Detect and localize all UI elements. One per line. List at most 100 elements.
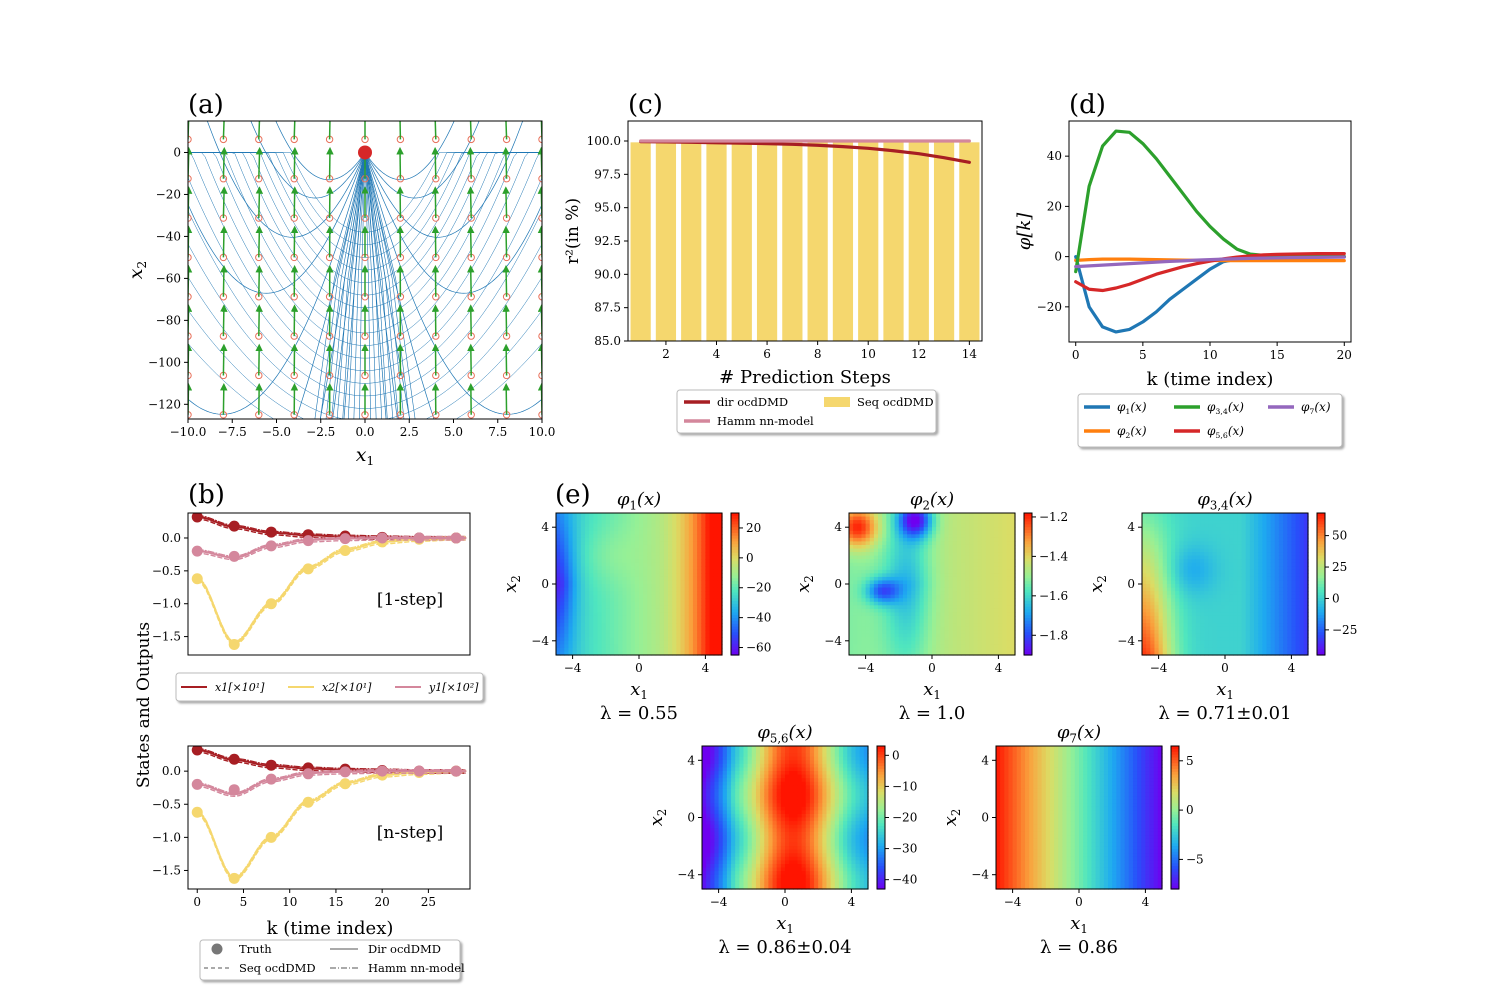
heatmap-cell [1002, 605, 1008, 610]
heatmap-cell [630, 594, 636, 599]
heatmap-cell [973, 623, 979, 628]
heatmap-cell [1171, 587, 1176, 592]
heatmap-cell [961, 584, 966, 589]
colorbar-cell [1024, 572, 1032, 577]
heatmap-cell [1154, 513, 1160, 518]
heatmap-cell [1200, 626, 1205, 631]
heatmap-cell [965, 537, 970, 542]
truth-marker [376, 532, 388, 544]
heatmap-cell [709, 544, 715, 550]
heatmap-cell [1249, 630, 1255, 635]
heatmap-cell [568, 598, 574, 603]
heatmap-cell [630, 544, 636, 550]
heatmap-cell [1220, 605, 1226, 610]
heatmap-cell [692, 562, 698, 567]
heatmap-cell [894, 523, 900, 528]
heatmap-cell [605, 637, 611, 642]
streamline [275, 121, 366, 181]
heatmap-cell [1010, 633, 1016, 638]
heatmap-cell [697, 573, 702, 578]
heatmap-cell [861, 541, 867, 546]
heatmap-cell [1006, 615, 1012, 621]
heatmap-cell [701, 608, 706, 613]
heatmap-cell [878, 615, 883, 621]
heatmap-cell [688, 576, 694, 582]
heatmap-cell [560, 633, 565, 638]
heatmap-cell [618, 534, 623, 539]
heatmap-cell [898, 576, 904, 582]
heatmap-cell [1208, 647, 1214, 653]
heatmap-cell [961, 573, 966, 578]
heatmap-cell [572, 630, 578, 635]
heatmap-cell [651, 640, 657, 645]
heatmap-cell [961, 552, 966, 557]
heatmap-cell [639, 637, 644, 642]
heatmap-cell [994, 552, 999, 557]
hamm-line [196, 535, 466, 557]
heatmap-cell [601, 566, 607, 571]
heatmap-cell [692, 576, 698, 582]
heatmap-cell [865, 580, 871, 585]
heatmap-cell [981, 520, 987, 525]
heatmap-cell [932, 534, 937, 539]
heatmap-cell [994, 523, 999, 528]
colorbar-cell [731, 518, 739, 523]
heatmap-cell [609, 534, 615, 539]
heatmap-cell [873, 573, 879, 578]
legend-label: Dir ocdDMD [368, 942, 441, 956]
heatmap-cell [1258, 552, 1263, 557]
heatmap-cell [998, 523, 1004, 528]
heatmap-cell [626, 527, 632, 532]
heatmap-cell [998, 573, 1004, 578]
heatmap-cell [927, 651, 933, 656]
colorbar-cell [731, 530, 739, 534]
heatmap-cell [936, 619, 941, 624]
heatmap-cell [1183, 523, 1189, 528]
heatmap-cell [585, 591, 590, 596]
heatmap-cell [948, 530, 954, 535]
series-line [1074, 255, 1346, 334]
heatmap-cell [965, 594, 970, 599]
heatmap-cell [1179, 552, 1185, 557]
heatmap-cell [692, 534, 698, 539]
heatmap-cell [1212, 623, 1218, 628]
heatmap-cell [861, 552, 867, 557]
heatmap-cell [857, 587, 863, 592]
heatmap-cell [556, 513, 561, 518]
heatmap-cell [940, 633, 946, 638]
heatmap-cell [853, 516, 858, 521]
heatmap-cell [853, 566, 858, 571]
heatmap-cell [956, 601, 962, 606]
heatmap-cell [873, 555, 879, 560]
heatmap-cell [672, 647, 677, 653]
heatmap-cell [1010, 647, 1016, 653]
heatmap-cell [668, 647, 673, 653]
heatmap-cell [1229, 647, 1234, 653]
heatmap-cell [907, 601, 912, 606]
heatmap-cell [589, 576, 594, 582]
heatmap-cell [873, 640, 879, 645]
heatmap-cell [688, 559, 694, 564]
heatmap-cell [878, 552, 883, 557]
heatmap-cell [977, 637, 983, 642]
heatmap-cell [869, 640, 875, 645]
y-tick-label: 40 [1047, 149, 1062, 163]
heatmap-cell [1237, 587, 1243, 592]
heatmap-cell [630, 623, 636, 628]
heatmap-cell [1254, 633, 1259, 638]
heatmap-cell [585, 544, 590, 550]
x-tick-label: −4 [564, 661, 582, 675]
heatmap-cell [697, 601, 702, 606]
heatmap-cell [668, 562, 673, 567]
panel-letter-a: (a) [188, 90, 224, 120]
heatmap-cell [1175, 573, 1180, 578]
heatmap-cell [1142, 615, 1147, 621]
heatmap-cell [1216, 534, 1222, 539]
heatmap-cell [688, 530, 694, 535]
heatmap-cell [1254, 552, 1259, 557]
heatmap-cell [659, 651, 665, 656]
heatmap-cell [597, 537, 603, 542]
heatmap-cell [1171, 552, 1176, 557]
heatmap-cell [932, 608, 937, 613]
heatmap-cell [1254, 594, 1259, 599]
